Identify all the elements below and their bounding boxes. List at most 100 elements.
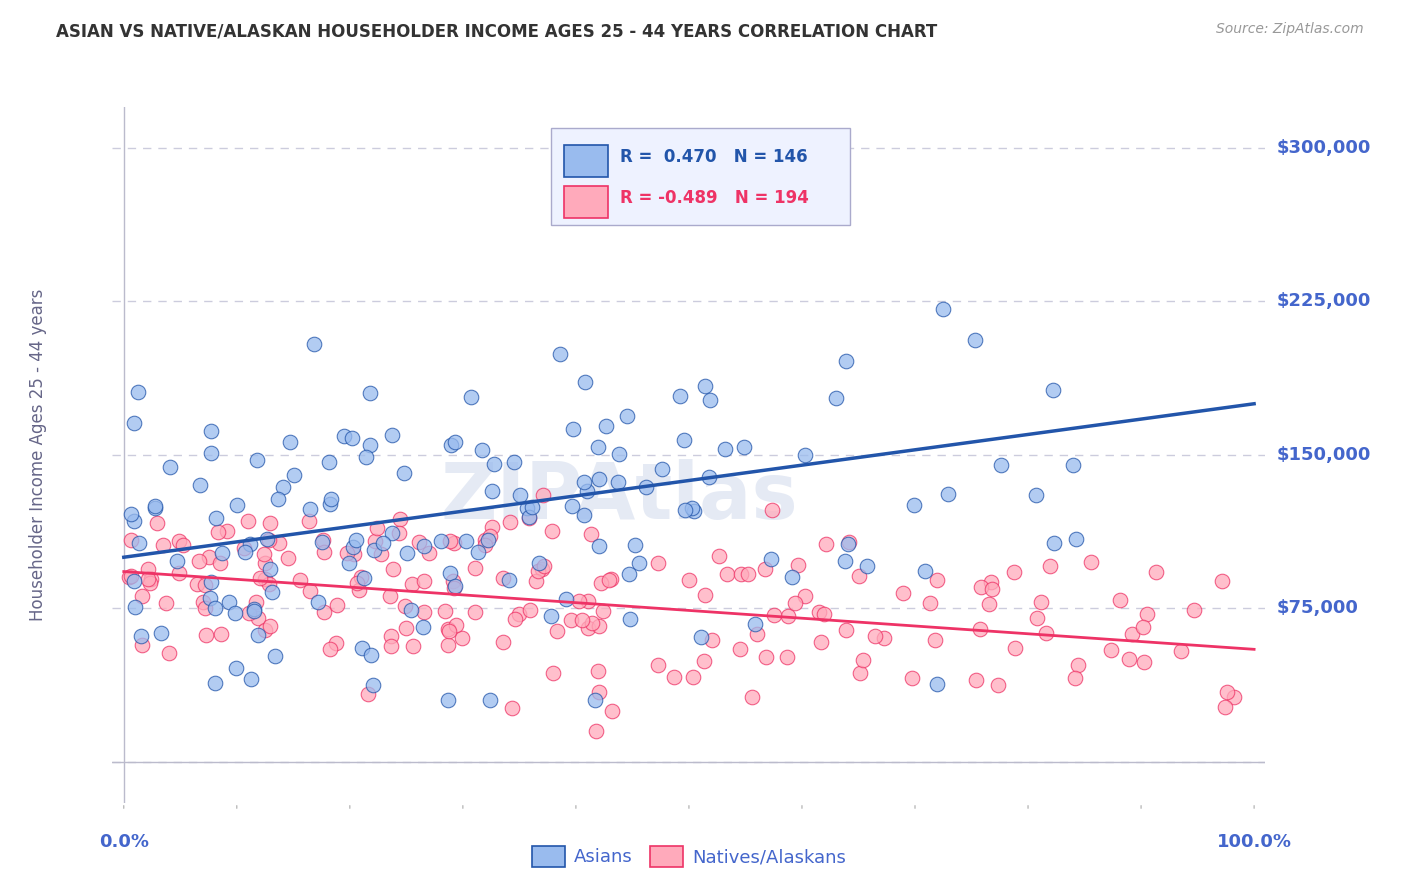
Point	[737, 567, 759, 582]
Text: R = -0.489   N = 194: R = -0.489 N = 194	[620, 189, 808, 207]
Point	[730, 567, 752, 582]
Point	[441, 574, 464, 588]
Point	[412, 620, 434, 634]
Point	[498, 574, 520, 588]
Point	[240, 672, 263, 686]
Point	[741, 690, 763, 705]
Point	[778, 608, 800, 623]
Text: 0.0%: 0.0%	[98, 833, 149, 851]
Point	[392, 466, 415, 480]
Point	[253, 572, 276, 586]
Point	[517, 511, 540, 525]
Point	[266, 491, 288, 506]
Point	[815, 536, 838, 550]
Point	[530, 562, 553, 576]
Point	[259, 516, 281, 530]
Point	[588, 685, 610, 699]
Point	[402, 639, 425, 653]
Point	[218, 594, 240, 608]
Point	[208, 556, 231, 570]
Point	[204, 676, 226, 690]
Point	[714, 442, 737, 456]
Point	[446, 617, 468, 632]
Point	[443, 535, 465, 549]
Point	[931, 301, 953, 316]
Point	[277, 550, 299, 565]
Point	[233, 541, 256, 555]
Point	[246, 452, 269, 467]
Text: R =  0.470   N = 146: R = 0.470 N = 146	[620, 148, 807, 166]
Point	[863, 629, 886, 643]
Point	[744, 617, 766, 632]
Point	[543, 666, 565, 681]
Point	[987, 678, 1010, 692]
Point	[651, 462, 673, 476]
Point	[1118, 652, 1140, 666]
Point	[360, 385, 382, 400]
Point	[408, 535, 430, 549]
Point	[332, 429, 354, 443]
Point	[245, 595, 267, 609]
Point	[1136, 607, 1159, 621]
Point	[197, 549, 219, 564]
Point	[236, 515, 259, 529]
Point	[418, 546, 440, 560]
Point	[439, 534, 461, 549]
Text: $75,000: $75,000	[1277, 599, 1358, 617]
Point	[572, 508, 595, 522]
Text: $150,000: $150,000	[1277, 446, 1371, 464]
Text: Householder Income Ages 25 - 44 years: Householder Income Ages 25 - 44 years	[28, 289, 46, 621]
Point	[254, 623, 277, 637]
Point	[200, 445, 222, 459]
Point	[312, 533, 335, 547]
Point	[269, 535, 291, 549]
Point	[835, 354, 858, 368]
Point	[662, 670, 685, 684]
Point	[307, 595, 329, 609]
Point	[600, 704, 623, 718]
Point	[460, 390, 482, 404]
Point	[259, 562, 281, 576]
Point	[337, 557, 360, 571]
Point	[647, 556, 669, 570]
Point	[1002, 566, 1025, 580]
Point	[925, 677, 948, 691]
Point	[600, 572, 623, 586]
Point	[413, 539, 436, 553]
Point	[576, 594, 599, 608]
Point	[342, 540, 364, 554]
Point	[1108, 592, 1130, 607]
Point	[783, 596, 806, 610]
Point	[381, 562, 404, 576]
Point	[1170, 644, 1192, 658]
Point	[1121, 626, 1143, 640]
Point	[492, 634, 515, 648]
Point	[980, 575, 1002, 590]
Point	[370, 547, 392, 561]
Point	[364, 533, 387, 548]
Point	[260, 585, 283, 599]
Point	[122, 417, 145, 431]
Point	[336, 546, 359, 560]
Point	[437, 624, 460, 639]
Point	[1035, 625, 1057, 640]
Point	[699, 392, 721, 407]
Text: Source: ZipAtlas.com: Source: ZipAtlas.com	[1216, 22, 1364, 37]
FancyBboxPatch shape	[551, 128, 851, 226]
Point	[434, 604, 457, 618]
Point	[1132, 620, 1154, 634]
Point	[503, 612, 526, 626]
Point	[312, 545, 335, 559]
Point	[990, 458, 1012, 472]
Point	[388, 526, 411, 541]
Point	[166, 554, 188, 568]
Point	[152, 538, 174, 552]
Point	[311, 535, 333, 549]
Point	[225, 661, 247, 675]
Point	[394, 599, 416, 613]
Point	[349, 570, 371, 584]
Point	[1101, 643, 1123, 657]
Point	[1042, 383, 1064, 397]
Point	[312, 605, 335, 619]
Point	[616, 409, 638, 423]
